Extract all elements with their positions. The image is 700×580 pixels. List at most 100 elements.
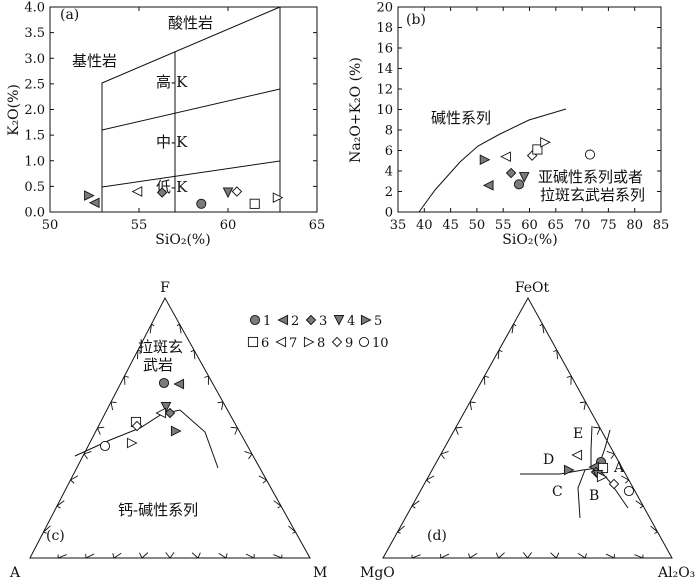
panel-d-apex-mgo: MgO [360,565,395,580]
panel-c-tick [218,552,227,559]
panel-c-point-10 [99,440,111,452]
panel-b-field-subalkaline: 亚碱性系列或者 [538,168,643,186]
panel-c-tick [197,552,201,559]
panel-d-tick [584,553,587,559]
panel-c-point-4 [160,401,172,413]
panel-a-x-tick-label: 60 [220,218,237,233]
panel-b-boundary-alkaline [418,108,567,213]
legend-label: 1 [263,314,271,329]
panel-b-x-tick-label: 50 [469,218,486,233]
panel-d-tick [579,401,586,404]
panel-c-point-7 [155,407,167,419]
panel-b-point-3 [505,167,517,179]
panel-d-tick [411,500,420,507]
panel-d-tick [411,554,421,559]
panel-d-tick [455,427,459,435]
panel-b-point-1 [513,179,525,190]
panel-d-field-b: B [589,488,599,504]
panel-d-tick [596,427,601,435]
panel-a-x-tick-label: 50 [42,218,59,233]
panel-d-tick [513,323,517,327]
panel-c-tick [230,426,238,429]
panel-c-tick [83,450,92,455]
panel-d-tick [484,375,489,378]
panel-b-x-tick-label: 70 [574,218,591,233]
panel-a-field-acid: 酸性岩 [168,14,213,32]
panel-c-field-tholeiite-1: 拉斑玄 [138,338,183,356]
legend-marker-1 [249,314,261,326]
panel-b-y-tick-label: 16 [376,42,393,57]
panel-b-point-6 [532,144,543,155]
panel-d-tick [455,426,463,429]
panel-c-tick [244,451,253,455]
panel-c-tick [136,349,139,360]
panel-c-ticks [43,323,296,559]
panel-d-point-5 [563,464,575,476]
panel-b-x-label: SiO₂(%) [502,232,557,248]
panel-d-tick [639,505,644,509]
legend-item-9: 9 [331,336,353,351]
panel-d-tick [606,450,615,455]
panel-d-tick [555,552,560,559]
panel-b-point-7 [500,151,511,162]
panel-a-boundary-mid-k [101,160,281,188]
panel-a-y-tick-label: 2.0 [24,103,45,118]
panel-d-tick [397,531,401,534]
panel-d-field-d: D [543,452,554,468]
panel-b-points [479,136,596,191]
panel-a-point-2 [88,197,100,209]
panel-c-points [99,377,185,452]
panel-a-x-tick-label: 65 [309,218,326,233]
legend-item-3: 3 [305,314,327,329]
panel-b-ticks [397,6,662,213]
panel-d-tick [511,323,514,334]
legend-item-6: 6 [247,336,269,351]
panel-d-point-9 [608,478,620,490]
panel-c-tick [124,375,129,378]
legend-marker-5 [360,314,372,326]
panel-c-tick [149,323,152,334]
legend-label: 7 [289,336,297,351]
legend-label: 6 [261,336,269,351]
panel-a-y-tick-label: 1.0 [24,154,45,169]
panel-b-x-tick-label: 80 [626,218,643,233]
panel-b-y-tick-label: 0 [385,206,393,221]
panel-c-tick [190,349,195,353]
panel-d-ticks [397,323,658,559]
panel-c-tick [110,401,117,404]
panel-c-tick [137,349,142,353]
panel-d-tick [495,552,500,559]
panel-c-tick [56,505,61,509]
panel-d-tick [541,323,545,334]
panel-c-tick [165,552,171,559]
panel-b-y-tick-label: 6 [385,144,393,159]
panel-d-tick [654,531,658,534]
panel-d-apex-al2o3: Al₂O₃ [657,565,695,580]
panel-d-tick [583,401,587,411]
legend-label: 10 [372,336,389,351]
panel-b-field-alkaline: 碱性系列 [431,109,491,127]
panel-b-x-tick-labels: 35 40 45 50 55 60 65 70 75 80 85 [390,218,670,233]
panel-a-boundary-outer [101,6,281,212]
panel-c-tick [292,531,296,534]
panel-b-chart: 0 2 4 6 8 10 12 14 16 18 20 35 40 45 50 55 60 65 70 75 80 85… [348,1,669,249]
panel-c-tick [43,531,47,534]
legend-label: 5 [374,314,382,329]
panel-a-x-tick-labels: 50 55 60 65 [42,218,326,233]
panel-d-boundary-1 [520,467,599,475]
panel-c-point-9 [131,420,143,432]
panel-d-triangle [382,296,673,559]
panel-c-tick [217,401,224,404]
panel-c-tick [169,552,175,559]
panel-b-y-tick-labels: 0 2 4 6 8 10 12 14 16 18 20 [376,1,393,221]
panel-c-point-2 [173,378,185,390]
legend-label: 4 [347,314,355,329]
panel-a-chart: 0.0 0.5 1.0 1.5 2.0 2.5 3.0 3.5 4.0 50 55 60 65 (a)… [6,1,325,249]
panel-a-x-label: SiO₂(%) [155,232,210,248]
panel-a-point-3 [156,187,168,198]
panel-d-tick [553,349,558,353]
panel-d-apex-feot: FeOt [515,280,550,296]
panel-c-tick [204,375,209,378]
panel-c-tick [97,427,101,435]
